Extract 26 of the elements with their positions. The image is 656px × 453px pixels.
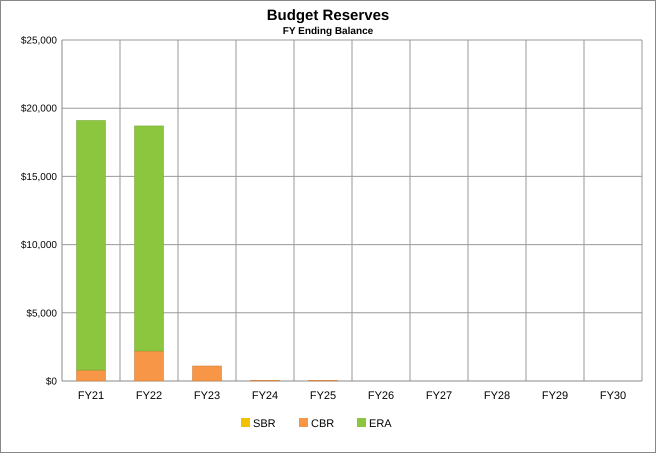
x-tick-label: FY27 bbox=[426, 390, 452, 402]
x-tick-label: FY30 bbox=[600, 390, 626, 402]
x-tick-label: FY21 bbox=[78, 390, 104, 402]
legend-label: SBR bbox=[253, 418, 276, 430]
y-tick-label: $0 bbox=[46, 376, 58, 388]
x-tick-label: FY26 bbox=[368, 390, 394, 402]
bar bbox=[76, 370, 106, 382]
chart-title: Budget Reserves bbox=[266, 7, 390, 24]
x-tick-label: FY24 bbox=[252, 390, 278, 402]
y-tick-label: $5,000 bbox=[26, 308, 58, 320]
y-tick-label: $20,000 bbox=[20, 104, 58, 115]
x-tick-label: FY29 bbox=[542, 390, 568, 402]
x-tick-label: FY22 bbox=[136, 390, 162, 402]
chart-subtitle: FY Ending Balance bbox=[282, 26, 374, 37]
bar bbox=[134, 350, 164, 382]
y-tick-label: $15,000 bbox=[20, 172, 58, 183]
bar bbox=[134, 126, 164, 352]
x-tick-label: FY23 bbox=[194, 390, 220, 402]
y-tick-label: $25,000 bbox=[20, 36, 58, 46]
x-tick-label: FY28 bbox=[484, 390, 510, 402]
legend-label: CBR bbox=[311, 418, 334, 430]
x-tick-label: FY25 bbox=[310, 390, 336, 402]
bar bbox=[76, 120, 106, 370]
legend-label: ERA bbox=[369, 418, 392, 430]
bar bbox=[192, 366, 222, 382]
y-tick-label: $10,000 bbox=[20, 240, 58, 252]
